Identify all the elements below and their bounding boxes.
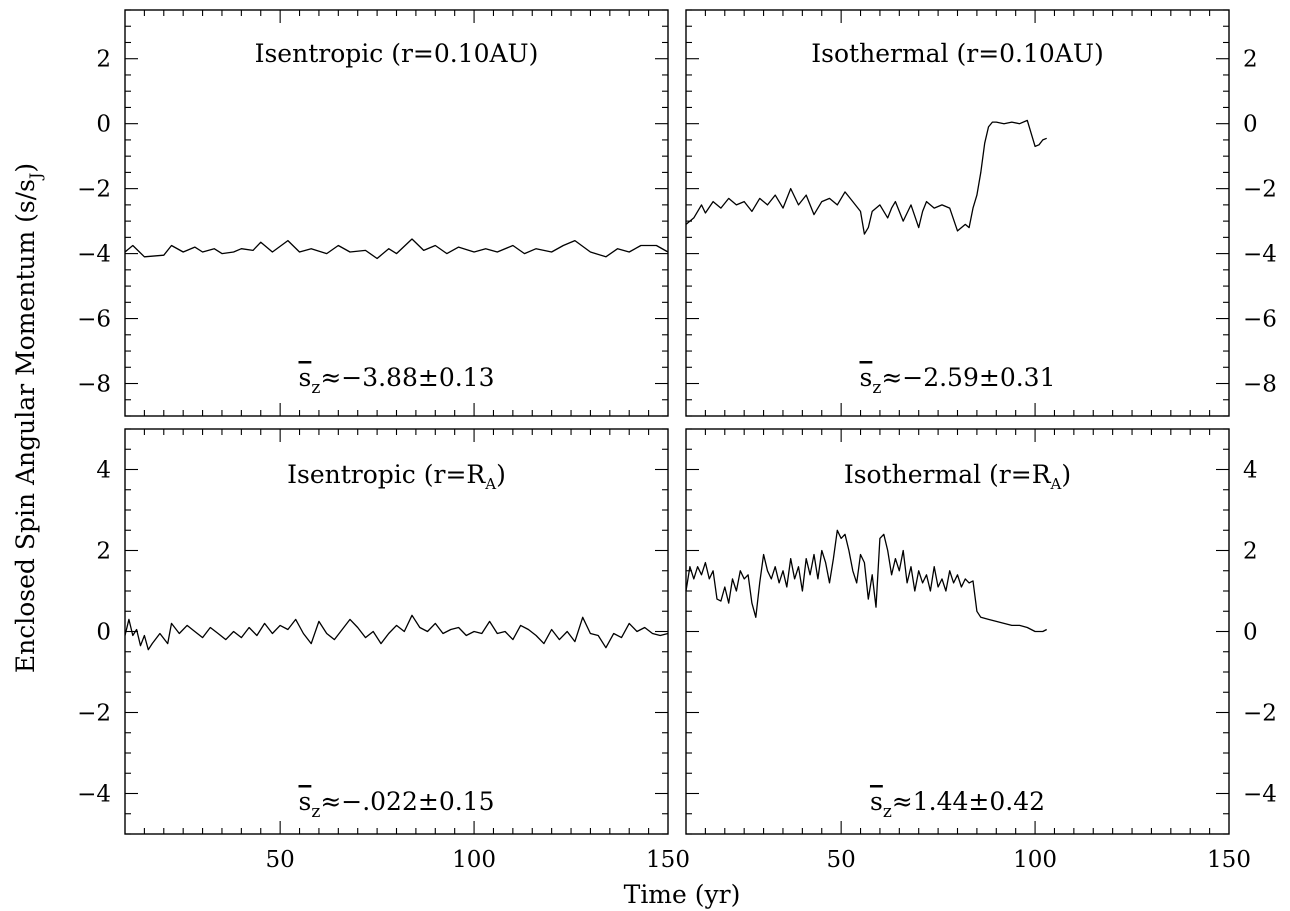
chart-panel-1: −8 −6 −4 −2 0 2 Isentropic (r=0.10AU) sz≈−3.88±… (77, 9, 669, 417)
chart-panel-2: −8 −6 −4 −2 0 2 Isothermal (r=0.10AU) sz≈−2.59±… (685, 9, 1277, 417)
x-tick-label: 50 (827, 847, 856, 873)
mean-annotation: sz≈−2.59±0.31 (860, 363, 1056, 398)
y-axis-label: Enclosed Spin Angular Momentum (s/sJ) (11, 163, 45, 673)
panel-title: Isentropic (r=0.10AU) (255, 39, 539, 68)
y-tick-label: −8 (1243, 372, 1277, 398)
chart-panel-4: −4 −2 0 2 4 50 100 150 Isothermal (r=RA) sz≈1.44±… (685, 428, 1277, 873)
y-tick-label: 0 (96, 112, 111, 138)
x-tick-label: 150 (1207, 847, 1251, 873)
y-tick-label: −4 (77, 782, 111, 808)
plot-frame (124, 9, 669, 417)
y-tick-label: 4 (96, 458, 111, 484)
series-line (124, 614, 669, 651)
y-tick-label: −2 (77, 701, 111, 727)
y-tick-label: 0 (1243, 620, 1258, 646)
series-line (124, 238, 669, 260)
y-tick-label: 2 (96, 539, 111, 565)
y-tick-label: 2 (1243, 539, 1258, 565)
series-line (685, 529, 1047, 633)
x-tick-label: 50 (266, 847, 295, 873)
y-tick-label: −8 (77, 372, 111, 398)
y-tick-label: −4 (77, 242, 111, 268)
y-tick-label: −6 (1243, 307, 1277, 333)
plot-frame (685, 428, 1230, 835)
y-tick-label: −2 (77, 177, 111, 203)
y-tick-label: 2 (96, 47, 111, 73)
y-tick-label: 0 (1243, 112, 1258, 138)
series-line (685, 119, 1047, 235)
y-tick-label: 2 (1243, 47, 1258, 73)
mean-annotation: sz≈1.44±0.42 (870, 787, 1045, 822)
plot-frame (685, 9, 1230, 417)
x-tick-label: 100 (452, 847, 496, 873)
panel-title: Isothermal (r=0.10AU) (811, 39, 1103, 68)
x-tick-label: 150 (646, 847, 690, 873)
mean-annotation: sz≈−3.88±0.13 (299, 363, 495, 398)
y-tick-label: 0 (96, 620, 111, 646)
panel-title: Isothermal (r=RA) (844, 460, 1071, 493)
x-axis-label: Time (yr) (624, 880, 741, 909)
x-tick-label: 100 (1013, 847, 1057, 873)
chart-panel-3: −4 −2 0 2 4 50 100 150 Isentropic (r=RA) sz≈−.022… (77, 428, 690, 873)
panel-title: Isentropic (r=RA) (287, 460, 506, 493)
y-tick-label: −4 (1243, 782, 1277, 808)
y-tick-label: −2 (1243, 701, 1277, 727)
y-tick-label: −2 (1243, 177, 1277, 203)
y-tick-label: 4 (1243, 458, 1258, 484)
y-tick-label: −6 (77, 307, 111, 333)
mean-annotation: sz≈−.022±0.15 (299, 787, 495, 822)
y-tick-label: −4 (1243, 242, 1277, 268)
